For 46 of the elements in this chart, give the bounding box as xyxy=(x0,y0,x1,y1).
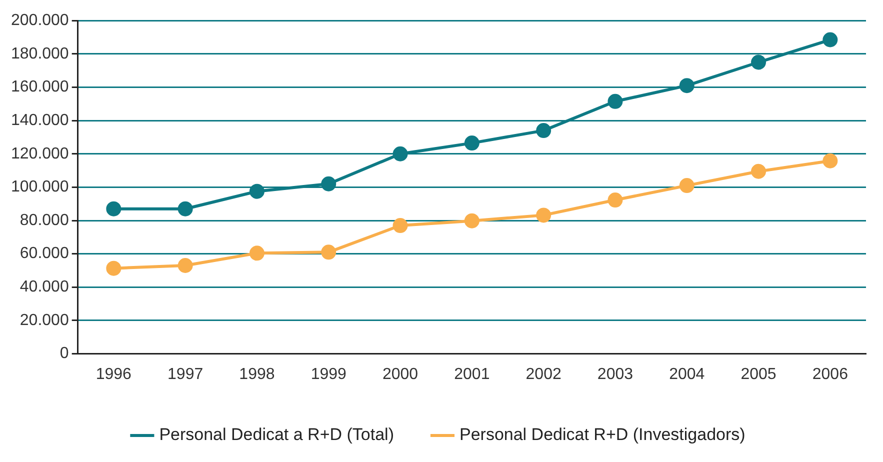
point xyxy=(608,192,623,208)
legend-label: Personal Dedicat R+D (Investigadors) xyxy=(459,425,746,444)
point xyxy=(464,136,480,151)
y-tick-label: 100.000 xyxy=(10,178,69,196)
x-tick-label: 1996 xyxy=(96,366,132,383)
x-tick-label: 2001 xyxy=(454,366,490,383)
y-tick-label: 80.000 xyxy=(20,212,69,229)
x-tick-label: 2000 xyxy=(382,366,418,383)
point xyxy=(106,260,122,276)
point xyxy=(392,218,408,234)
y-tick-label: 160.000 xyxy=(10,78,69,96)
y-tick-label: 40.000 xyxy=(20,278,69,296)
point xyxy=(464,213,480,228)
y-tick-label: 0 xyxy=(60,345,69,362)
point xyxy=(608,94,623,109)
point xyxy=(751,164,766,179)
point xyxy=(822,153,838,168)
legend-label: Personal Dedicat a R+D (Total) xyxy=(159,425,394,444)
y-tick-label: 20.000 xyxy=(20,312,69,329)
x-tick-label: 1997 xyxy=(168,366,204,383)
point xyxy=(822,32,838,48)
x-tick-label: 2003 xyxy=(597,366,634,383)
point xyxy=(178,201,193,216)
point xyxy=(178,258,193,273)
point xyxy=(321,176,336,192)
point xyxy=(679,178,694,194)
point xyxy=(249,184,264,199)
point xyxy=(392,146,408,162)
x-tick-label: 2002 xyxy=(526,366,562,383)
x-tick-label: 1999 xyxy=(310,366,347,383)
y-tick-label: 60.000 xyxy=(20,245,69,262)
point xyxy=(536,208,552,223)
point xyxy=(679,78,694,94)
y-tick-label: 180.000 xyxy=(10,45,69,62)
x-tick-label: 2005 xyxy=(740,366,776,383)
point xyxy=(249,246,264,261)
point xyxy=(536,123,552,138)
point xyxy=(106,201,122,216)
x-tick-label: 2004 xyxy=(669,366,705,383)
y-tick-label: 200.000 xyxy=(10,12,69,30)
y-tick-label: 140.000 xyxy=(10,112,69,129)
y-tick-label: 120.000 xyxy=(10,145,69,162)
point xyxy=(751,54,766,70)
x-tick-label: 1998 xyxy=(239,366,275,383)
point xyxy=(321,244,336,260)
x-tick-label: 2006 xyxy=(812,366,848,383)
